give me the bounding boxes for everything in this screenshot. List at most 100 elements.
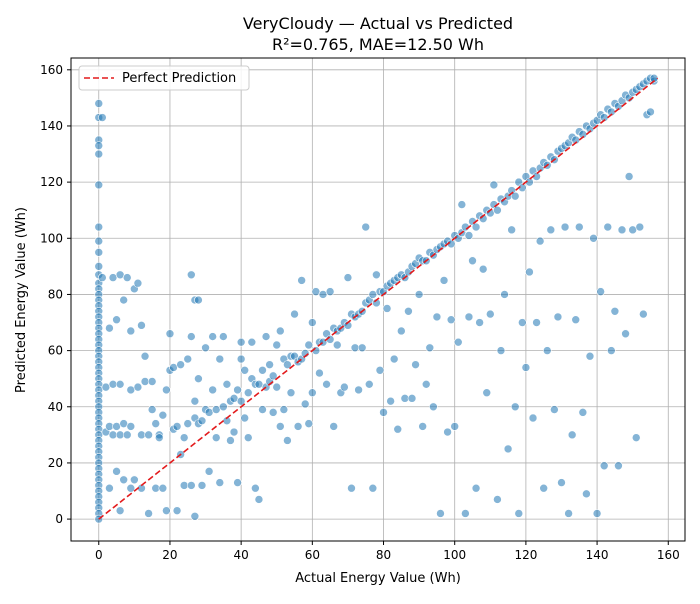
data-point	[432, 312, 442, 322]
data-point	[582, 489, 591, 499]
data-point	[382, 304, 392, 313]
data-point	[154, 433, 164, 442]
data-point	[407, 394, 417, 403]
data-point	[122, 273, 132, 282]
data-point	[304, 419, 314, 428]
data-point	[187, 481, 196, 490]
data-point	[119, 295, 128, 305]
data-point	[108, 430, 118, 440]
data-point	[283, 436, 292, 445]
x-tick-label: 100	[443, 548, 466, 562]
y-tick-label: 40	[48, 400, 63, 414]
data-point	[386, 396, 395, 406]
data-point	[279, 405, 289, 414]
chart-subtitle: R²=0.765, MAE=12.50 Wh	[272, 35, 484, 54]
data-point	[550, 405, 559, 414]
data-point	[599, 461, 609, 471]
data-point	[258, 365, 267, 375]
data-point	[347, 483, 356, 493]
data-point	[112, 422, 121, 431]
data-point	[361, 222, 371, 232]
data-point	[208, 385, 217, 395]
data-point	[247, 337, 257, 347]
data-point	[300, 399, 310, 409]
data-point	[464, 312, 474, 322]
data-point	[105, 323, 114, 333]
x-tick-label: 160	[657, 548, 680, 562]
data-point	[272, 340, 282, 350]
data-point	[482, 388, 492, 398]
data-point	[436, 509, 445, 518]
data-point	[503, 444, 513, 454]
data-point	[464, 231, 474, 240]
data-point	[133, 278, 143, 288]
data-point	[115, 270, 125, 280]
data-point	[183, 419, 193, 428]
data-point	[368, 483, 378, 493]
data-point	[507, 225, 516, 235]
data-point	[400, 394, 410, 403]
data-point	[639, 309, 648, 319]
data-point	[421, 380, 431, 389]
data-point	[332, 340, 342, 350]
data-point	[297, 276, 306, 285]
data-point	[325, 287, 335, 296]
data-point	[468, 256, 477, 266]
legend-label: Perfect Prediction	[122, 71, 236, 86]
y-tick-label: 160	[40, 63, 63, 77]
data-point	[546, 225, 556, 235]
y-tick-label: 140	[40, 119, 63, 133]
data-point	[272, 382, 282, 392]
y-tick-label: 0	[55, 512, 63, 526]
data-point	[439, 276, 449, 285]
data-point	[375, 365, 385, 375]
data-point	[493, 495, 502, 504]
data-point	[528, 413, 538, 423]
data-point	[94, 236, 104, 246]
chart-title: VeryCloudy — Actual vs Predicted	[243, 14, 513, 33]
data-point	[372, 270, 381, 280]
data-point	[169, 363, 178, 372]
data-point	[340, 382, 349, 392]
data-point	[251, 483, 260, 493]
data-point	[539, 483, 548, 493]
data-point	[162, 506, 171, 515]
data-point	[404, 306, 413, 316]
data-point	[275, 422, 285, 431]
data-point	[357, 343, 367, 353]
data-point	[649, 73, 659, 83]
data-point	[589, 233, 598, 243]
data-point	[308, 388, 317, 398]
data-point	[628, 225, 637, 235]
data-point	[322, 380, 331, 389]
data-point	[204, 408, 214, 417]
data-point	[183, 354, 193, 364]
data-point	[229, 427, 239, 437]
data-point	[368, 290, 378, 299]
data-point	[532, 318, 541, 327]
data-point	[98, 113, 107, 122]
data-point	[275, 326, 285, 336]
data-point	[115, 506, 125, 515]
data-point	[471, 222, 481, 232]
data-point	[158, 410, 168, 420]
data-point	[140, 351, 150, 361]
data-point	[240, 365, 249, 375]
data-point	[215, 354, 225, 364]
data-point	[201, 343, 210, 353]
data-point	[219, 332, 228, 341]
data-point	[190, 396, 200, 406]
x-axis-label: Actual Energy Value (Wh)	[295, 571, 461, 586]
data-point	[624, 172, 634, 181]
data-point	[187, 332, 196, 341]
y-tick-label: 80	[48, 287, 63, 301]
data-point	[194, 295, 203, 305]
data-point	[140, 377, 150, 386]
data-point	[443, 427, 452, 437]
data-point	[105, 483, 114, 493]
data-point	[500, 290, 509, 299]
data-point	[126, 326, 136, 336]
data-point	[304, 340, 314, 350]
data-point	[126, 483, 136, 493]
